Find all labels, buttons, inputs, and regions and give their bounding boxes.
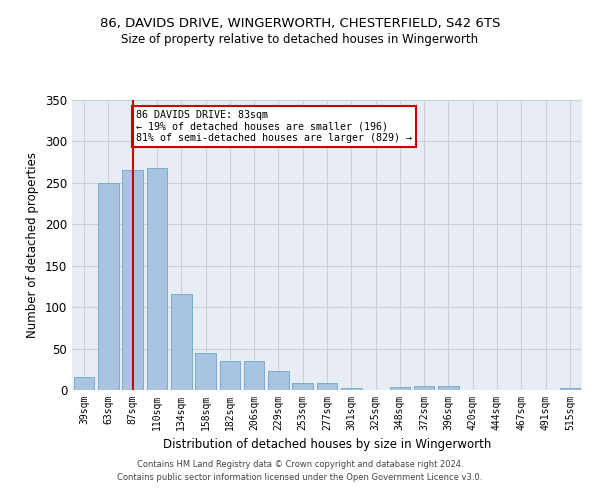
Bar: [292, 382, 313, 390]
Bar: [560, 388, 580, 390]
Text: Contains HM Land Registry data © Crown copyright and database right 2024.
Contai: Contains HM Land Registry data © Crown c…: [118, 460, 482, 482]
Bar: [268, 371, 289, 390]
X-axis label: Distribution of detached houses by size in Wingerworth: Distribution of detached houses by size …: [163, 438, 491, 452]
Bar: [244, 361, 265, 390]
Bar: [414, 386, 434, 390]
Bar: [389, 386, 410, 390]
Bar: [195, 352, 216, 390]
Text: 86 DAVIDS DRIVE: 83sqm
← 19% of detached houses are smaller (196)
81% of semi-de: 86 DAVIDS DRIVE: 83sqm ← 19% of detached…: [136, 110, 412, 143]
Bar: [220, 361, 240, 390]
Y-axis label: Number of detached properties: Number of detached properties: [26, 152, 40, 338]
Text: Size of property relative to detached houses in Wingerworth: Size of property relative to detached ho…: [121, 32, 479, 46]
Bar: [146, 168, 167, 390]
Bar: [438, 386, 459, 390]
Bar: [341, 388, 362, 390]
Text: 86, DAVIDS DRIVE, WINGERWORTH, CHESTERFIELD, S42 6TS: 86, DAVIDS DRIVE, WINGERWORTH, CHESTERFI…: [100, 18, 500, 30]
Bar: [171, 294, 191, 390]
Bar: [317, 382, 337, 390]
Bar: [122, 170, 143, 390]
Bar: [74, 376, 94, 390]
Bar: [98, 183, 119, 390]
